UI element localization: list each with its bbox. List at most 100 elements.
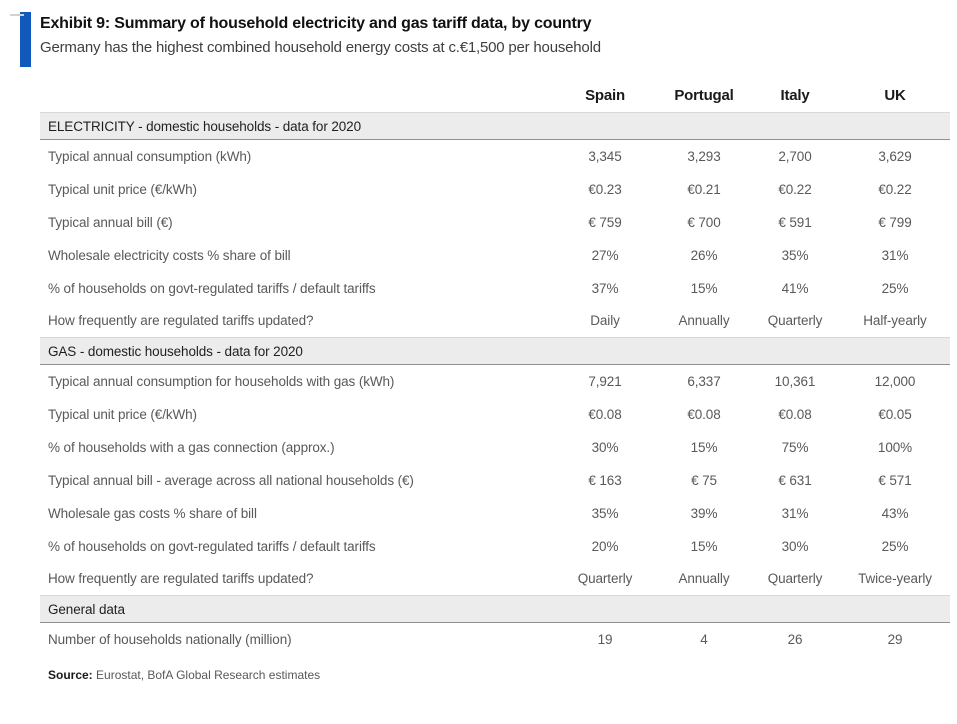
source-label: Source: [48,667,93,682]
cell-value: 7,921 [588,373,622,389]
table-body: ELECTRICITY - domestic households - data… [40,112,950,656]
cell-value: € 591 [778,214,812,230]
table-row: Typical annual consumption for household… [40,365,950,398]
cell-value: 25% [881,280,909,296]
cell-value: 15% [690,538,718,554]
cell-value: € 759 [588,214,622,230]
table-header: Spain Portugal Italy UK [40,85,950,113]
cell-value: 25% [881,538,909,554]
cell-value: €0.08 [687,406,721,422]
cell-value: 43% [881,505,909,521]
cell-value: Annually [678,571,730,587]
table-row: How frequently are regulated tariffs upd… [40,305,950,338]
table-row: % of households on govt-regulated tariff… [40,272,950,305]
table-row: Typical unit price (€/kWh) €0.23 €0.21 €0.2… [40,173,950,206]
corner-cell [40,85,552,113]
cell-value: 26 [787,631,803,647]
row-label: Typical annual consumption (kWh) [48,148,252,164]
cell-value: 3,293 [687,148,721,164]
cell-value: € 700 [687,214,721,230]
cell-value: Quarterly [577,571,633,587]
cell-value: €0.05 [878,406,912,422]
cell-value: 29 [887,631,903,647]
cell-value: 75% [781,439,809,455]
page-edge-artifact [10,14,24,16]
cell-value: €0.22 [878,181,912,197]
table-row: Typical annual bill - average across all… [40,464,950,497]
cell-value: 41% [781,280,809,296]
cell-value: 31% [881,247,909,263]
table-row: Number of households nationally (million… [40,623,950,656]
source-line: Source: Eurostat, BofA Global Research e… [48,668,957,682]
exhibit-subtitle: Germany has the highest combined househo… [40,38,601,56]
cell-value: Annually [678,313,730,329]
row-label: Typical unit price (€/kWh) [48,406,197,422]
section-header-row: ELECTRICITY - domestic households - data… [40,112,950,140]
exhibit-header: Exhibit 9: Summary of household electric… [20,12,957,67]
tariff-table: Spain Portugal Italy UK ELECTRICITY - do… [40,85,950,656]
cell-value: 12,000 [874,373,916,389]
cell-value: €0.21 [687,181,721,197]
cell-value: €0.08 [588,406,622,422]
cell-value: Twice-yearly [858,571,932,587]
row-label: Typical unit price (€/kWh) [48,181,197,197]
table-row: Typical unit price (€/kWh) €0.08 €0.08 €0.0… [40,398,950,431]
section-header: ELECTRICITY - domestic households - data… [40,112,950,140]
cell-value: 27% [591,247,619,263]
cell-value: 35% [781,247,809,263]
cell-value: 4 [700,631,708,647]
section-header: GAS - domestic households - data for 202… [40,337,950,365]
cell-value: 19 [597,631,613,647]
cell-value: 3,345 [588,148,622,164]
cell-value: € 571 [878,472,912,488]
cell-value: Half-yearly [863,313,927,329]
row-label: Wholesale gas costs % share of bill [48,505,257,521]
cell-value: 100% [877,439,913,455]
cell-value: 2,700 [778,148,812,164]
cell-value: €0.22 [778,181,812,197]
row-label: Number of households nationally (million… [48,631,292,647]
cell-value: Quarterly [767,313,823,329]
cell-value: 39% [690,505,718,521]
cell-value: 15% [690,439,718,455]
table-row: Wholesale gas costs % share of bill 35% 39… [40,497,950,530]
exhibit-title-block: Exhibit 9: Summary of household electric… [40,12,601,67]
row-label: % of households on govt-regulated tariff… [48,538,376,554]
cell-value: 15% [690,280,718,296]
cell-value: Daily [590,313,620,329]
cell-value: € 799 [878,214,912,230]
cell-value: 31% [781,505,809,521]
table-row: Typical annual bill (€) € 759 € 700 € 591 € … [40,206,950,239]
row-label: Typical annual consumption for household… [48,373,395,389]
exhibit-title: Exhibit 9: Summary of household electric… [40,15,592,32]
table-row: Typical annual consumption (kWh) 3,345 3,2… [40,140,950,173]
cell-value: € 163 [588,472,622,488]
row-label: How frequently are regulated tariffs upd… [48,313,314,329]
column-header-uk: UK [884,87,906,104]
cell-value: 37% [591,280,619,296]
table-row: % of households with a gas connection (a… [40,431,950,464]
column-header-portugal: Portugal [674,87,734,104]
section-header-row: GAS - domestic households - data for 202… [40,337,950,365]
cell-value: Quarterly [767,571,823,587]
cell-value: 35% [591,505,619,521]
cell-value: € 75 [691,472,717,488]
source-text: Eurostat, BofA Global Research estimates [92,667,321,682]
cell-value: 3,629 [878,148,912,164]
column-header-italy: Italy [780,87,810,104]
accent-bar [20,12,31,67]
row-label: % of households with a gas connection (a… [48,439,335,455]
row-label: Typical annual bill - average across all… [48,472,414,488]
section-header: General data [40,595,950,623]
table-row: How frequently are regulated tariffs upd… [40,563,950,596]
column-header-row: Spain Portugal Italy UK [40,85,950,113]
cell-value: 30% [781,538,809,554]
cell-value: 6,337 [687,373,721,389]
table-row: Wholesale electricity costs % share of b… [40,239,950,272]
cell-value: 30% [591,439,619,455]
row-label: How frequently are regulated tariffs upd… [48,571,314,587]
row-label: % of households on govt-regulated tariff… [48,280,376,296]
row-label: Typical annual bill (€) [48,214,173,230]
cell-value: €0.23 [588,181,622,197]
section-header-row: General data [40,595,950,623]
